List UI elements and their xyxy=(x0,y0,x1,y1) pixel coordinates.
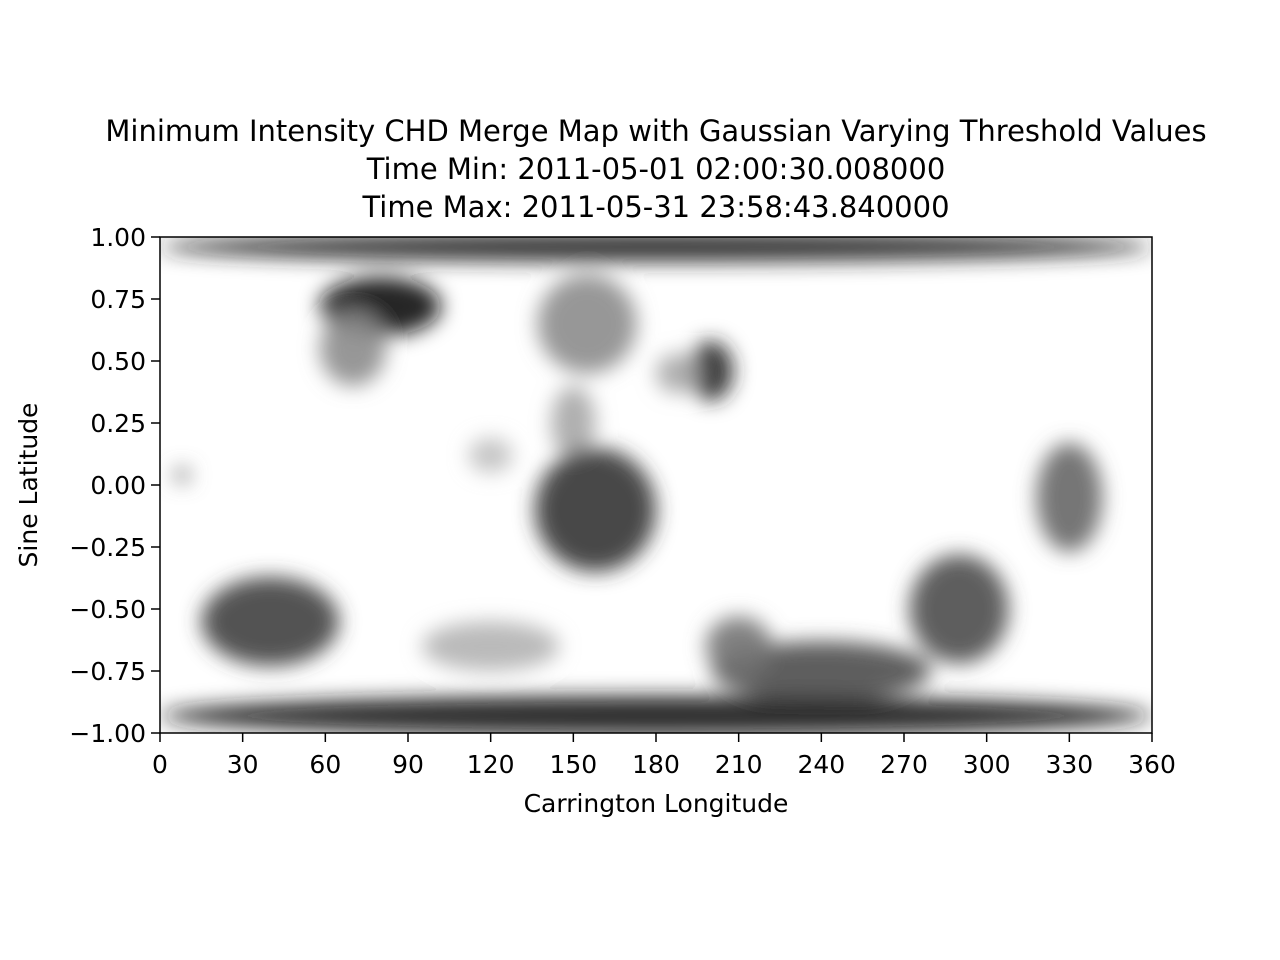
x-tick-label: 300 xyxy=(963,750,1011,779)
heat-region xyxy=(656,353,701,394)
heatmap-regions xyxy=(160,237,1152,733)
y-tick-label: 0.50 xyxy=(90,347,146,376)
y-tick-label: 0.00 xyxy=(90,471,146,500)
heat-region xyxy=(160,695,1152,733)
x-tick-label: 150 xyxy=(549,750,597,779)
heat-region xyxy=(319,311,386,386)
heat-region xyxy=(689,341,734,401)
heat-region xyxy=(160,237,1152,262)
y-tick-label: −0.50 xyxy=(69,595,146,624)
y-tick-label: 0.25 xyxy=(90,409,146,438)
x-tick-label: 360 xyxy=(1128,750,1176,779)
heat-region xyxy=(909,554,1009,664)
y-tick-label: −0.25 xyxy=(69,533,146,562)
x-tick-label: 120 xyxy=(467,750,515,779)
x-tick-label: 270 xyxy=(880,750,928,779)
x-axis: 0 30 60 90 120 150 180 210 240 270 300 330 360 xyxy=(152,733,1176,779)
x-tick-label: 30 xyxy=(227,750,259,779)
heat-region xyxy=(468,437,513,473)
x-tick-label: 60 xyxy=(309,750,341,779)
y-axis-label: Sine Latitude xyxy=(14,403,43,568)
y-tick-label: 1.00 xyxy=(90,223,146,252)
x-tick-label: 0 xyxy=(152,750,168,779)
x-tick-label: 240 xyxy=(797,750,845,779)
x-axis-label: Carrington Longitude xyxy=(524,789,789,818)
heat-region xyxy=(551,385,596,461)
chart-title-line-2: Time Min: 2011-05-01 02:00:30.008000 xyxy=(366,152,946,186)
x-tick-label: 210 xyxy=(715,750,763,779)
heat-region xyxy=(705,616,772,676)
y-tick-label: −0.75 xyxy=(69,657,146,686)
heat-region xyxy=(537,274,637,374)
heat-region xyxy=(534,447,657,572)
x-tick-label: 90 xyxy=(392,750,424,779)
y-axis: 1.00 0.75 0.50 0.25 0.00 −0.25 −0.50 −0.75 −1.00 xyxy=(69,223,160,748)
plot-background xyxy=(160,237,1152,733)
heat-region xyxy=(1036,442,1103,552)
heat-region xyxy=(201,576,340,667)
heat-region xyxy=(421,621,560,671)
chart-title-line-3: Time Max: 2011-05-31 23:58:43.840000 xyxy=(362,190,950,224)
y-tick-label: −1.00 xyxy=(69,719,146,748)
chart-title-line-1: Minimum Intensity CHD Merge Map with Gau… xyxy=(105,114,1207,148)
x-tick-label: 180 xyxy=(632,750,680,779)
y-tick-label: 0.75 xyxy=(90,285,146,314)
heat-region xyxy=(173,467,191,483)
x-tick-label: 330 xyxy=(1045,750,1093,779)
